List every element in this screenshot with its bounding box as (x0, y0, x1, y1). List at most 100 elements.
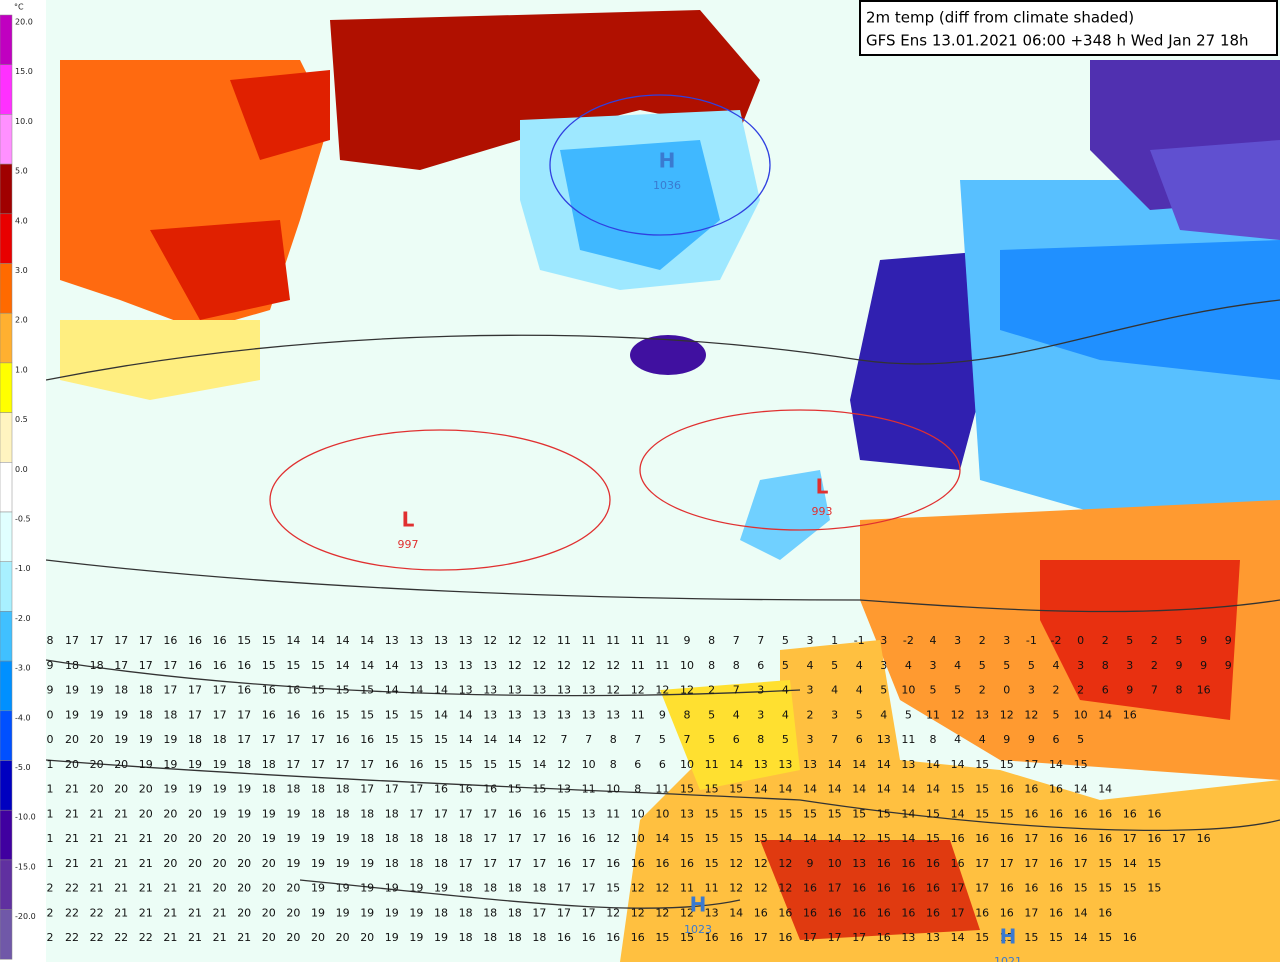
grid-value: 5 (1077, 733, 1084, 746)
grid-value: 19 (434, 931, 448, 944)
grid-value: 21 (65, 857, 79, 870)
grid-value: 10 (1074, 708, 1088, 721)
legend-label: -4.0 (15, 713, 31, 722)
grid-value: 4 (807, 659, 814, 672)
grid-value: 16 (1049, 882, 1063, 895)
legend-label: -20.0 (15, 912, 36, 921)
grid-value: 17 (483, 832, 497, 845)
legend-swatch (0, 14, 13, 65)
grid-value: 19 (336, 857, 350, 870)
grid-value: 5 (979, 659, 986, 672)
grid-value: 11 (655, 634, 669, 647)
grid-value: 16 (434, 783, 448, 796)
grid-value: 15 (262, 634, 276, 647)
grid-value: 15 (877, 807, 891, 820)
grid-value: 16 (1098, 906, 1112, 919)
grid-value: 3 (807, 634, 814, 647)
grid-value: 13 (606, 708, 620, 721)
pressure-letter: H (1000, 925, 1017, 949)
grid-value: 11 (582, 783, 596, 796)
grid-value: 4 (954, 659, 961, 672)
grid-value: 20 (262, 931, 276, 944)
grid-value: 6 (1102, 684, 1109, 697)
grid-value: 17 (508, 832, 522, 845)
pressure-value: 1023 (684, 923, 712, 936)
grid-value: 6 (634, 758, 641, 771)
grid-value: 20 (188, 832, 202, 845)
grid-value: 16 (385, 758, 399, 771)
grid-value: 1 (47, 758, 54, 771)
pressure-letter: H (690, 893, 707, 917)
legend-label: -1.0 (15, 564, 31, 573)
grid-value: 16 (188, 659, 202, 672)
grid-value: 19 (65, 684, 79, 697)
grid-value: 20 (163, 832, 177, 845)
grid-value: 14 (336, 634, 350, 647)
grid-value: 14 (434, 684, 448, 697)
grid-value: 22 (114, 931, 128, 944)
legend-label: -10.0 (15, 813, 36, 822)
isobars (45, 94, 1280, 909)
grid-value: 16 (729, 931, 743, 944)
grid-value: 15 (951, 783, 965, 796)
grid-value: 13 (852, 857, 866, 870)
legend-swatch (0, 660, 13, 712)
grid-value: 16 (1123, 807, 1137, 820)
grid-value: 20 (188, 807, 202, 820)
grid-value: 5 (1028, 659, 1035, 672)
grid-value: 15 (803, 807, 817, 820)
grid-value: 12 (754, 882, 768, 895)
grid-value: 15 (311, 684, 325, 697)
grid-value: 16 (213, 634, 227, 647)
grid-value: 18 (139, 708, 153, 721)
grid-value: 16 (975, 906, 989, 919)
grid-value: 17 (951, 882, 965, 895)
grid-value: 15 (1074, 758, 1088, 771)
grid-value: 17 (459, 807, 473, 820)
grid-value: 15 (311, 659, 325, 672)
grid-value: 15 (557, 807, 571, 820)
grid-value: 19 (237, 783, 251, 796)
grid-value: 5 (1053, 708, 1060, 721)
grid-value: 14 (926, 783, 940, 796)
grid-value: 5 (856, 708, 863, 721)
grid-value: 16 (459, 783, 473, 796)
grid-value: 2 (47, 882, 54, 895)
grid-value: 17 (286, 758, 300, 771)
grid-value: 16 (1074, 807, 1088, 820)
grid-value: 21 (65, 783, 79, 796)
grid-value: 16 (286, 684, 300, 697)
grid-value: 8 (1102, 659, 1109, 672)
grid-value: 13 (459, 659, 473, 672)
grid-value: 12 (655, 906, 669, 919)
grid-value: 13 (582, 807, 596, 820)
grid-value: 17 (90, 634, 104, 647)
grid-value: 18 (385, 857, 399, 870)
grid-value: 14 (852, 783, 866, 796)
grid-value: 21 (139, 832, 153, 845)
grid-value: 13 (459, 634, 473, 647)
legend-label: -15.0 (15, 862, 36, 871)
legend-swatch (0, 412, 13, 463)
grid-value: 4 (880, 708, 887, 721)
grid-value: 22 (90, 931, 104, 944)
grid-value: 16 (951, 857, 965, 870)
grid-value: 17 (582, 906, 596, 919)
grid-value: 19 (311, 906, 325, 919)
grid-value: 12 (606, 832, 620, 845)
grid-value: 13 (483, 659, 497, 672)
grid-value: 9 (1225, 634, 1232, 647)
grid-value: 3 (807, 684, 814, 697)
grid-value: 15 (975, 783, 989, 796)
grid-value: 16 (705, 931, 719, 944)
grid-value: 16 (286, 708, 300, 721)
grid-value: 15 (926, 807, 940, 820)
grid-value: 7 (585, 733, 592, 746)
grid-value: 18 (508, 906, 522, 919)
pressure-letter: L (402, 508, 415, 532)
grid-value: 15 (1098, 882, 1112, 895)
grid-value: 20 (90, 758, 104, 771)
legend-label: -5.0 (15, 763, 31, 772)
grid-value: 13 (975, 708, 989, 721)
